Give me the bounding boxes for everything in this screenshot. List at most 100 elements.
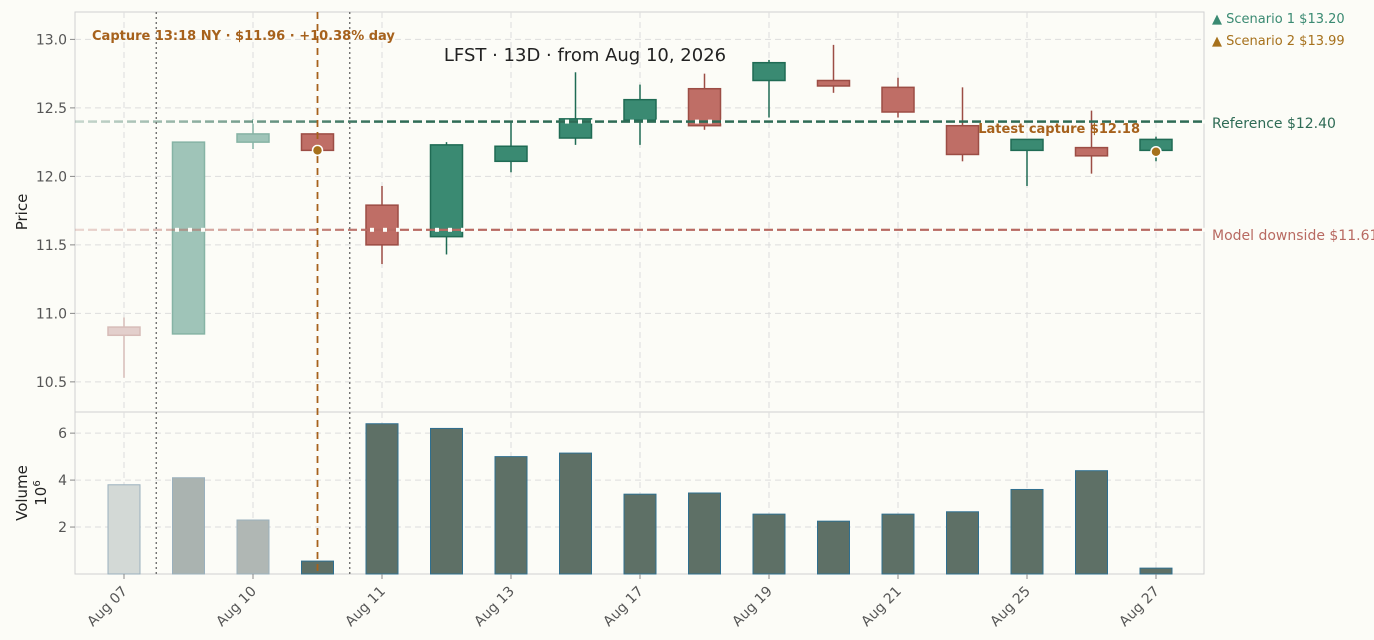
downside-line-label: Model downside $11.61 [1212,228,1374,244]
downside-line-gap [1046,227,1050,232]
latest-capture-dot [1150,145,1162,158]
downside-line-gap [721,227,725,232]
downside-line-gap [227,227,231,232]
downside-line-gap [409,227,413,232]
candle-body [236,133,270,143]
downside-line-gap [695,227,699,232]
downside-line-gap [1137,227,1141,232]
candle-body [107,326,141,337]
reference-line-gap [669,119,673,124]
volume-bars [107,423,1173,575]
candle-body [1010,138,1044,152]
x-tick-label: Aug 25 [987,584,1033,630]
downside-line-gap [162,227,166,232]
downside-line-gap [175,227,179,232]
downside-line-gap [864,227,868,232]
downside-line-gap [1072,227,1076,232]
reference-line-gap [344,119,348,124]
downside-line-gap [968,227,972,232]
reference-line-gap [682,119,686,124]
downside-line-gap [123,227,127,232]
reference-line-gap [123,119,127,124]
reference-line-gap [266,119,270,124]
downside-line-gap [461,227,465,232]
reference-line-gap [721,119,725,124]
reference-line-gap [422,119,426,124]
price-tick-label: 10.5 [36,375,67,391]
downside-line-gap [942,227,946,232]
reference-line-gap [656,119,660,124]
downside-line-gap [708,227,712,232]
reference-line-gap [1189,119,1193,124]
reference-line-gap [981,119,985,124]
downside-line-gap [539,227,543,232]
downside-line-gap [422,227,426,232]
candles [107,44,1173,378]
reference-line-gap [474,119,478,124]
downside-line-gap [500,227,504,232]
downside-line-gap [526,227,530,232]
downside-line-gap [1085,227,1089,232]
chart-title: LFST · 13D · from Aug 10, 2026 [444,45,726,66]
volume-bar [559,452,592,575]
downside-line-gap [1150,227,1154,232]
reference-line [75,120,1204,123]
downside-line-gap [149,227,153,232]
reference-line-gap [1163,119,1167,124]
downside-line-gap [656,227,660,232]
downside-line [75,228,1204,231]
downside-line-gap [188,227,192,232]
downside-line-gap [643,227,647,232]
downside-line-gap [487,227,491,232]
reference-line-gap [383,119,387,124]
downside-line-gap [682,227,686,232]
volume-tick-label: 6 [58,426,67,442]
reference-line-gap [916,119,920,124]
reference-line-gap [1202,119,1206,124]
downside-line-gap [890,227,894,232]
reference-line-gap [1072,119,1076,124]
volume-axis-label: Volume [13,465,31,521]
downside-line-gap [877,227,881,232]
volume-bar [946,511,979,575]
downside-line-gap [474,227,478,232]
price-tick-label: 13.0 [36,32,67,48]
downside-line-gap [110,227,114,232]
volume-bar [688,492,721,575]
reference-line-gap [214,119,218,124]
downside-line-gap [344,227,348,232]
downside-line-gap [513,227,517,232]
reference-line-gap [370,119,374,124]
reference-line-gap [240,119,244,124]
reference-line-gap [851,119,855,124]
x-tick-label: Aug 07 [84,584,130,630]
reference-line-gap [253,119,257,124]
downside-line-gap [799,227,803,232]
volume-bar [623,493,657,575]
reference-line-gap [864,119,868,124]
downside-line-gap [305,227,309,232]
reference-line-gap [461,119,465,124]
downside-line-gap [435,227,439,232]
reference-line-gap [812,119,816,124]
downside-line-gap [591,227,595,232]
reference-line-label: Reference $12.40 [1212,116,1336,132]
reference-line-gap [201,119,205,124]
reference-line-gap [435,119,439,124]
reference-line-gap [526,119,530,124]
downside-line-gap [97,227,101,232]
x-tick-label: Aug 17 [600,584,646,630]
reference-line-gap [1150,119,1154,124]
reference-line-gap [1176,119,1180,124]
downside-line-gap [630,227,634,232]
reference-line-gap [994,119,998,124]
reference-line-gap [318,119,322,124]
volume-bar [430,427,463,575]
candle-body [945,124,980,156]
reference-line-gap [1085,119,1089,124]
reference-line-gap [97,119,101,124]
reference-line-gap [305,119,309,124]
downside-line-gap [253,227,257,232]
reference-line-gap [1059,119,1063,124]
reference-line-gap [734,119,738,124]
